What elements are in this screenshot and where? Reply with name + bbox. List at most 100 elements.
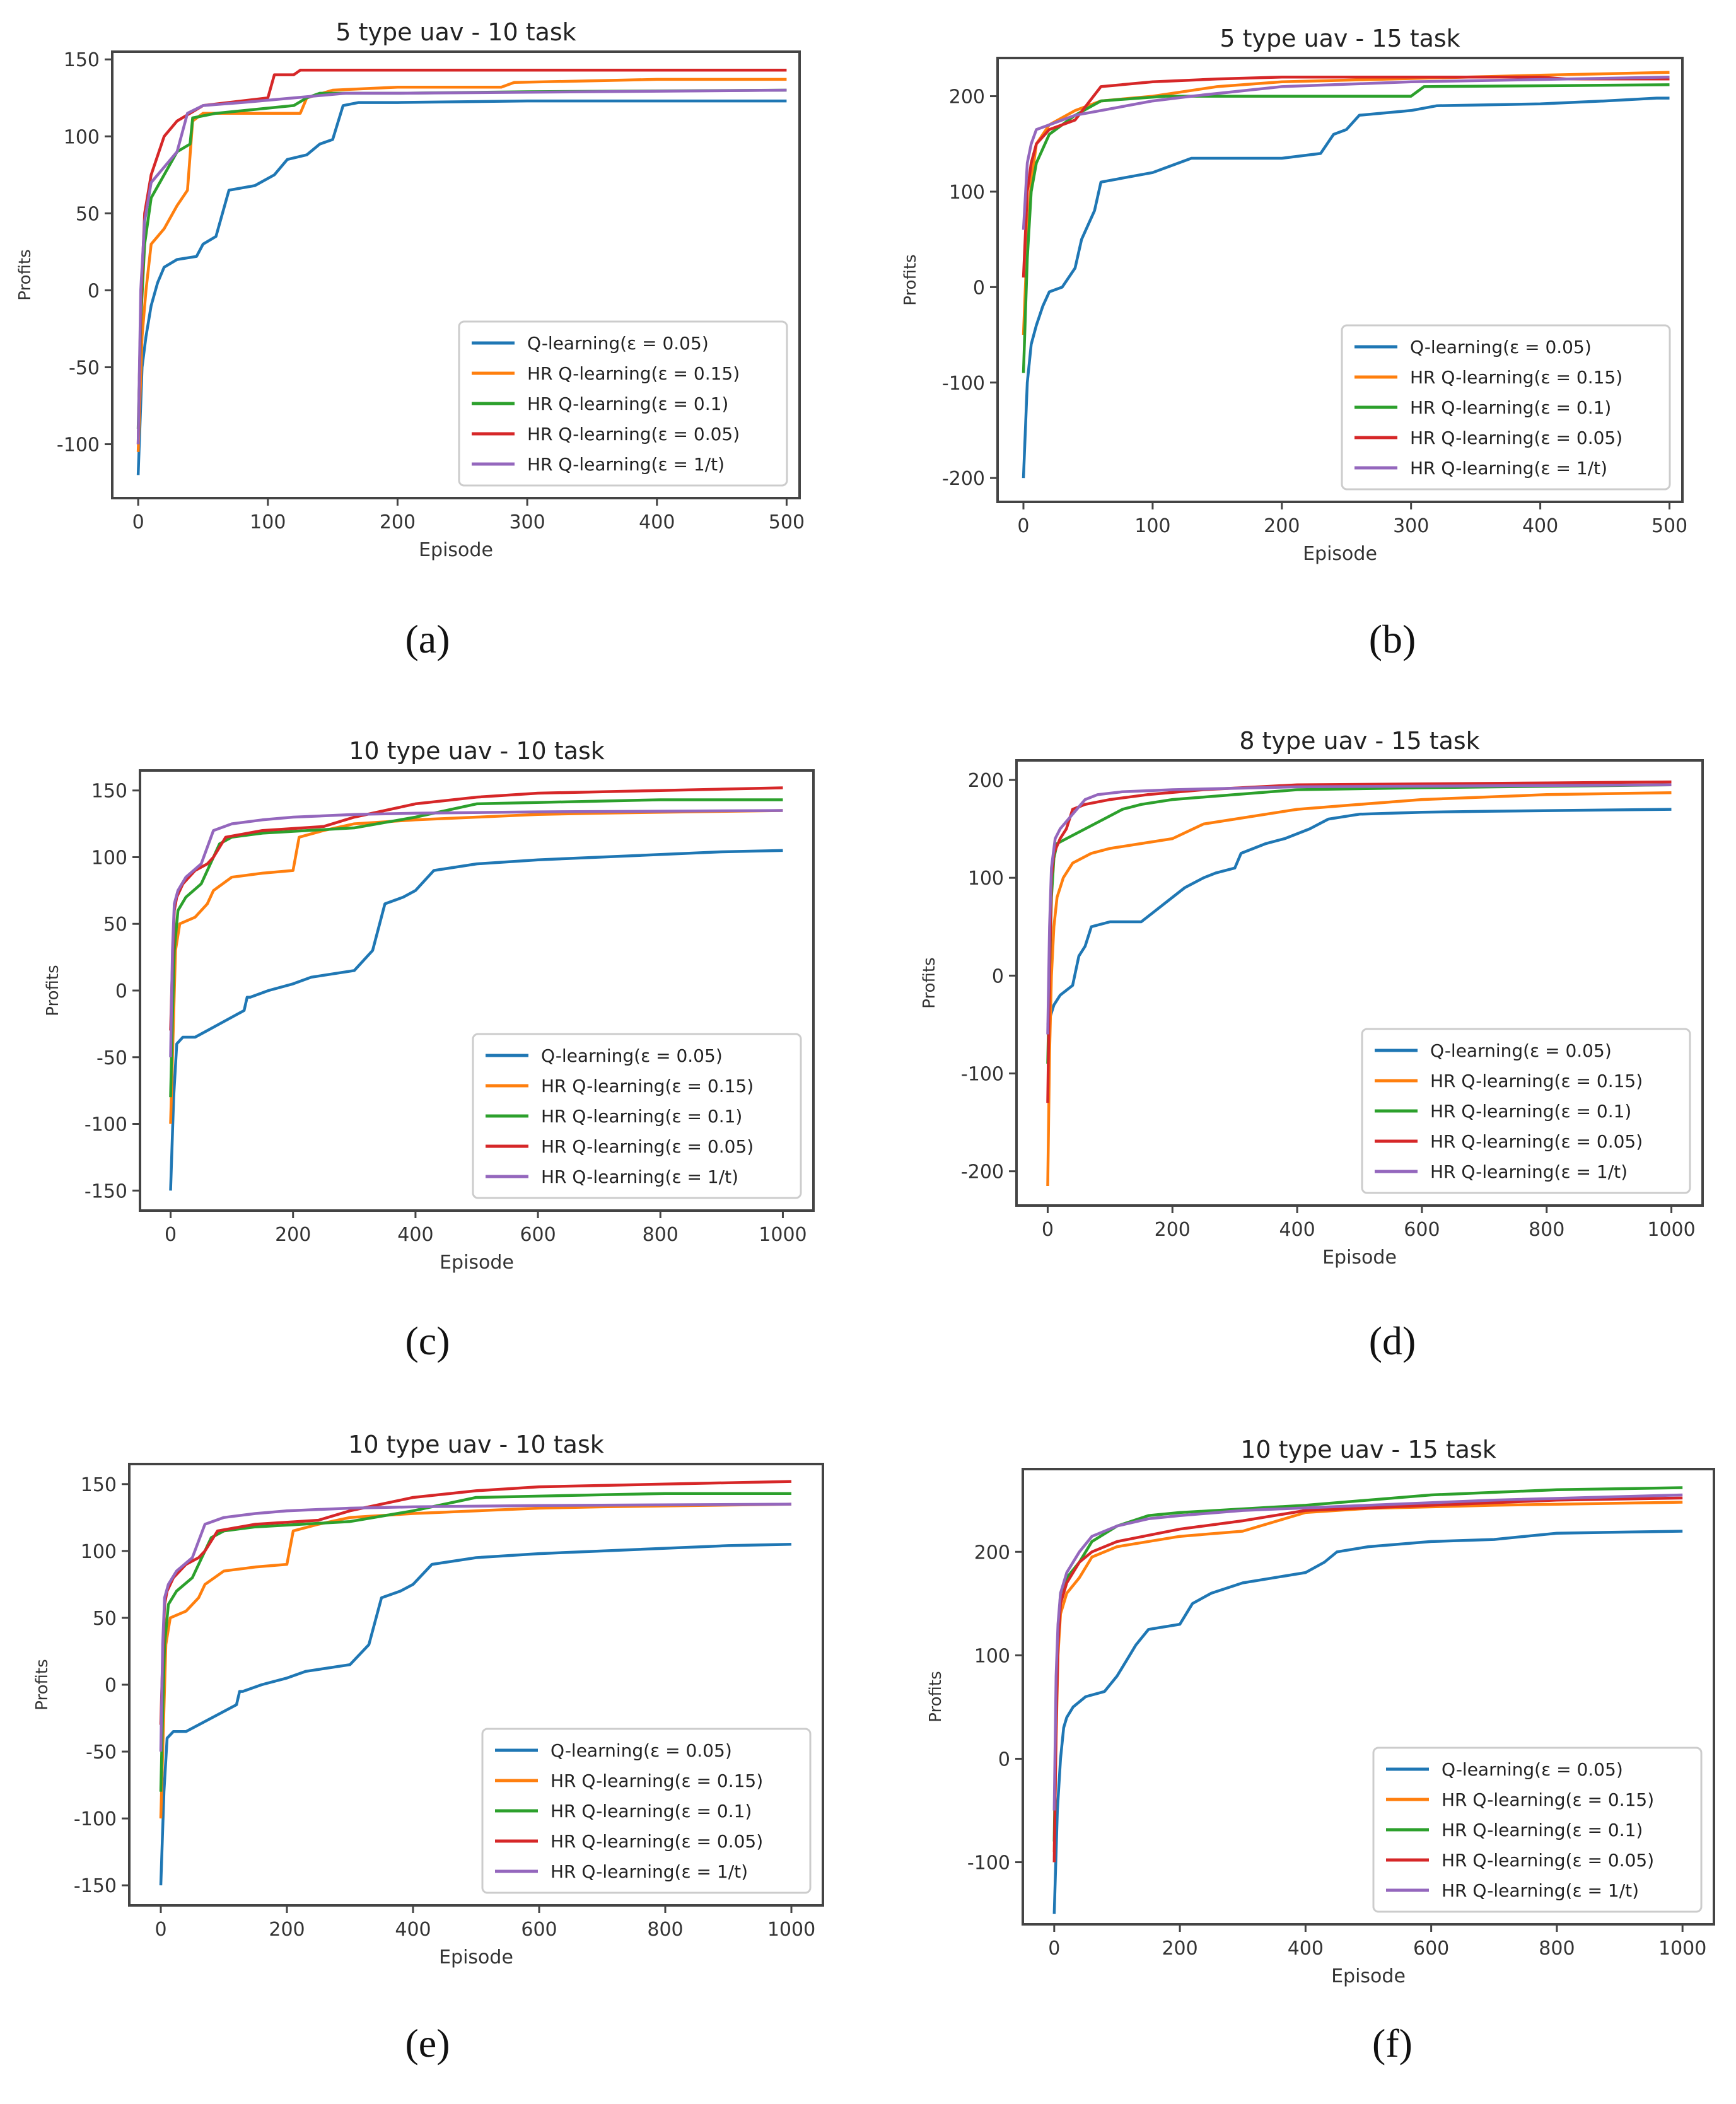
- legend-box: [481, 1728, 812, 1894]
- series-line-0: [159, 1543, 792, 1886]
- legend-label: HR Q-learning(ε = 0.15): [1430, 1071, 1643, 1091]
- legend-label: HR Q-learning(ε = 1/t): [1410, 458, 1607, 479]
- x-tick-label: 500: [1652, 515, 1687, 537]
- x-tick-label: 400: [395, 1919, 431, 1941]
- legend-label: Q-learning(ε = 0.05): [527, 333, 709, 354]
- legend-box: [1341, 324, 1671, 491]
- series-line-4: [1046, 783, 1672, 1035]
- series-group: [1022, 71, 1670, 479]
- y-tick-label: -100: [942, 373, 985, 395]
- x-tick-label: 600: [1413, 1938, 1449, 1960]
- y-axis-label: Profits: [920, 957, 939, 1008]
- y-tick-label: 0: [115, 980, 127, 1003]
- series-group: [136, 69, 787, 475]
- y-tick-label: 50: [93, 1608, 117, 1630]
- legend-label: HR Q-learning(ε = 1/t): [541, 1166, 738, 1187]
- y-tick-label: 0: [105, 1675, 117, 1697]
- x-tick-label: 400: [1279, 1219, 1315, 1241]
- legend-box: [458, 320, 788, 487]
- y-axis-label: Profits: [901, 254, 920, 305]
- legend: Q-learning(ε = 0.05) HR Q-learning(ε = 0.…: [1372, 1747, 1703, 1913]
- x-tick-label: 200: [1162, 1938, 1197, 1960]
- legend-label: Q-learning(ε = 0.05): [1410, 337, 1592, 357]
- y-tick-label: 100: [64, 126, 100, 148]
- series-line-0: [1022, 96, 1670, 479]
- x-tick-label: 200: [1264, 515, 1300, 537]
- legend-label: HR Q-learning(ε = 0.05): [1410, 427, 1622, 448]
- x-tick-label: 1000: [767, 1919, 815, 1941]
- chart-title: 10 type uav - 10 task: [348, 1431, 604, 1458]
- panel-caption: (a): [405, 617, 450, 661]
- series-group: [1046, 780, 1672, 1187]
- x-tick-label: 600: [521, 1919, 557, 1941]
- y-tick-label: -100: [967, 1852, 1010, 1874]
- y-tick-label: 200: [968, 770, 1004, 792]
- chart-panel-b: 5 type uav - 15 task 0 100 200 300 400 500 -200…: [901, 25, 1687, 661]
- y-axis-label: Profits: [926, 1671, 945, 1722]
- legend: Q-learning(ε = 0.05) HR Q-learning(ε = 0.…: [1341, 324, 1671, 491]
- x-tick-label: 0: [1048, 1938, 1060, 1960]
- legend: Q-learning(ε = 0.05) HR Q-learning(ε = 0.…: [481, 1728, 812, 1894]
- panel-caption: (c): [405, 1318, 450, 1363]
- y-tick-label: 150: [91, 781, 127, 803]
- x-tick-label: 200: [380, 511, 416, 533]
- x-axis-label: Episode: [439, 1946, 513, 1968]
- legend-label: HR Q-learning(ε = 0.1): [1442, 1820, 1643, 1840]
- x-tick-label: 1000: [1658, 1938, 1706, 1960]
- x-axis-label: Episode: [440, 1252, 514, 1274]
- x-tick-label: 0: [165, 1224, 177, 1246]
- chart-title: 8 type uav - 15 task: [1239, 727, 1479, 755]
- y-tick-label: 0: [88, 280, 100, 302]
- x-tick-label: 0: [1017, 515, 1029, 537]
- x-tick-label: 0: [132, 511, 144, 533]
- legend-box: [1361, 1028, 1691, 1194]
- y-tick-label: 200: [949, 86, 985, 108]
- series-line-4: [136, 88, 787, 445]
- x-tick-label: 400: [1288, 1938, 1324, 1960]
- legend-box: [472, 1033, 802, 1199]
- x-tick-label: 200: [275, 1224, 311, 1246]
- y-tick-label: 200: [974, 1542, 1010, 1564]
- series-group: [159, 1480, 792, 1886]
- series-line-4: [1052, 1493, 1683, 1811]
- legend-label: Q-learning(ε = 0.05): [551, 1740, 732, 1761]
- x-tick-label: 400: [397, 1224, 433, 1246]
- legend-label: Q-learning(ε = 0.05): [1430, 1040, 1612, 1061]
- series-group: [169, 786, 783, 1191]
- y-tick-label: -200: [961, 1161, 1004, 1183]
- series-line-1: [1046, 791, 1672, 1187]
- legend-box: [1372, 1747, 1703, 1913]
- legend-label: HR Q-learning(ε = 0.15): [1410, 367, 1622, 388]
- x-tick-label: 100: [1134, 515, 1170, 537]
- y-tick-label: -100: [74, 1808, 117, 1830]
- legend-label: HR Q-learning(ε = 0.1): [541, 1106, 742, 1127]
- y-tick-label: -50: [86, 1741, 117, 1764]
- legend-label: HR Q-learning(ε = 0.15): [527, 363, 740, 384]
- panel-caption: (b): [1369, 617, 1416, 661]
- series-line-4: [169, 809, 783, 1057]
- legend-label: HR Q-learning(ε = 0.05): [541, 1136, 754, 1157]
- y-tick-label: -100: [84, 1114, 127, 1136]
- x-tick-label: 800: [647, 1919, 683, 1941]
- panel-caption: (f): [1372, 2021, 1413, 2066]
- series-line-0: [136, 99, 787, 475]
- x-axis-label: Episode: [1322, 1247, 1397, 1269]
- x-tick-label: 0: [154, 1919, 166, 1941]
- legend-label: HR Q-learning(ε = 0.05): [527, 424, 740, 445]
- y-axis-label: Profits: [16, 249, 35, 300]
- y-tick-label: 100: [949, 182, 985, 204]
- x-tick-label: 800: [643, 1224, 679, 1246]
- chart-title: 5 type uav - 15 task: [1220, 25, 1460, 52]
- y-tick-label: 100: [968, 868, 1004, 890]
- legend-label: HR Q-learning(ε = 1/t): [551, 1861, 748, 1882]
- y-tick-label: 100: [91, 847, 127, 869]
- y-tick-label: -50: [69, 357, 100, 379]
- series-line-0: [1052, 1530, 1683, 1914]
- x-axis-label: Episode: [1331, 1965, 1406, 1987]
- x-tick-label: 400: [639, 511, 675, 533]
- y-axis-label: Profits: [33, 1659, 52, 1710]
- legend-label: HR Q-learning(ε = 1/t): [1442, 1880, 1639, 1901]
